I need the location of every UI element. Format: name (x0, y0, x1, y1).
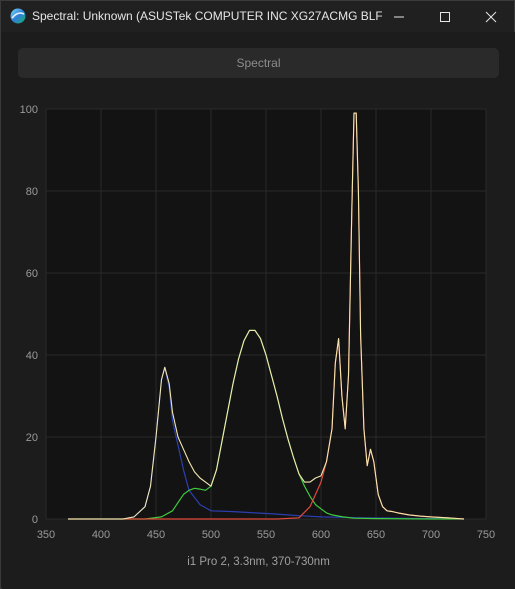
y-tick-label: 100 (20, 104, 38, 116)
maximize-button[interactable] (422, 1, 468, 32)
minimize-icon (394, 16, 404, 18)
app-icon (10, 8, 26, 24)
y-tick-label: 80 (26, 186, 38, 198)
spectral-chart: 350 400 450 500 550 600 650 700 750 0 20 40 60 80 100 (20, 104, 496, 541)
close-button[interactable] (468, 1, 514, 32)
chart-series (68, 112, 465, 520)
maximize-icon (440, 12, 450, 22)
x-tick-label: 650 (367, 529, 385, 541)
x-axis-ticks: 350 400 450 500 550 600 650 700 750 (37, 529, 495, 541)
x-tick-label: 700 (422, 529, 440, 541)
y-axis-ticks: 0 20 40 60 80 100 (20, 104, 38, 526)
x-tick-label: 400 (92, 529, 110, 541)
title-bar[interactable]: Spectral: Unknown (ASUSTek COMPUTER INC … (1, 1, 514, 32)
y-tick-label: 20 (26, 432, 38, 444)
x-tick-label: 350 (37, 529, 55, 541)
chart-grid (45, 108, 487, 520)
spectral-button[interactable]: Spectral (18, 48, 499, 78)
y-tick-label: 60 (26, 268, 38, 280)
y-tick-label: 0 (32, 514, 38, 526)
content-area: Spectral 350 400 450 500 550 600 650 700 750 0 20… (2, 32, 515, 589)
total-spectrum-line (68, 112, 465, 520)
x-tick-label: 750 (477, 529, 495, 541)
x-tick-label: 450 (147, 529, 165, 541)
window-title: Spectral: Unknown (ASUSTek COMPUTER INC … (32, 9, 382, 23)
minimize-button[interactable] (376, 1, 422, 32)
y-tick-label: 40 (26, 350, 38, 362)
x-tick-label: 500 (202, 529, 220, 541)
x-tick-label: 600 (312, 529, 330, 541)
close-icon (485, 11, 497, 23)
x-tick-label: 550 (257, 529, 275, 541)
chart-caption: i1 Pro 2, 3.3nm, 370-730nm (187, 556, 330, 568)
